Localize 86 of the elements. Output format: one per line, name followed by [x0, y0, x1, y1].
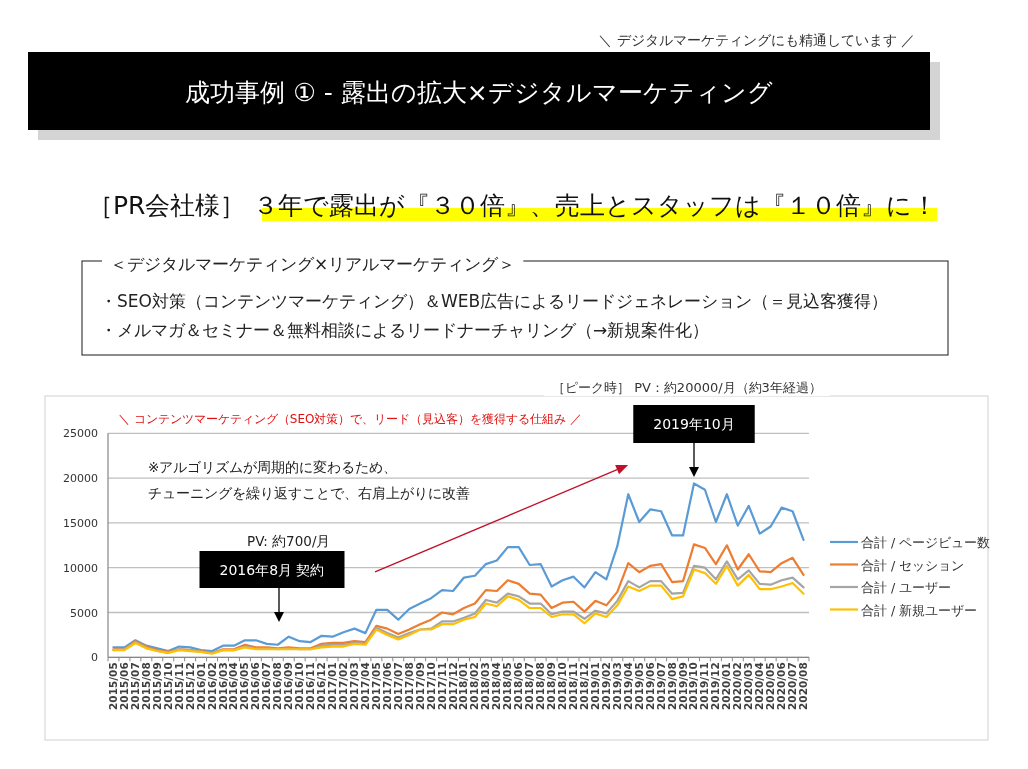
x-tick-label: 2019/02 — [599, 662, 612, 710]
x-tick-label: 2016/07 — [260, 662, 273, 710]
x-tick-label: 2018/02 — [468, 662, 481, 710]
annotation: ＼ デジタルマーケティングにも精通しています ／ — [598, 32, 915, 48]
legend-label: 合計 / ページビュー数 — [861, 535, 991, 550]
x-tick-label: 2020/05 — [764, 662, 777, 710]
x-tick-label: 2015/12 — [183, 662, 196, 710]
annotation: ・メルマガ＆セミナー＆無料相談によるリードナーチャリング（→新規案件化） — [100, 320, 710, 340]
x-tick-label: 2016/12 — [315, 662, 328, 710]
x-tick-label: 2015/09 — [150, 662, 163, 710]
y-tick-label: 5000 — [70, 606, 98, 620]
annotation: ＼ コンテンツマーケティング（SEO対策）で、リード（見込客）を獲得する仕組み ／ — [118, 412, 583, 426]
x-tick-label: 2020/06 — [775, 662, 788, 710]
x-tick-label: 2020/02 — [731, 662, 744, 710]
x-tick-label: 2020/07 — [786, 662, 799, 710]
x-tick-label: 2015/07 — [128, 662, 141, 710]
x-tick-label: 2015/05 — [106, 662, 119, 710]
x-tick-label: 2017/12 — [446, 662, 459, 710]
x-tick-label: 2019/04 — [621, 662, 634, 710]
x-tick-label: 2020/03 — [742, 662, 755, 710]
x-tick-label: 2018/05 — [501, 662, 514, 710]
legend-label: 合計 / セッション — [861, 557, 965, 573]
x-tick-label: 2018/08 — [534, 662, 547, 710]
x-tick-label: 2015/06 — [117, 662, 130, 710]
x-tick-label: 2017/05 — [369, 662, 382, 710]
annotation: 2016年8月 契約 — [219, 561, 325, 578]
x-tick-label: 2019/08 — [665, 662, 678, 710]
legend-label: 合計 / ユーザー — [861, 580, 952, 595]
x-tick-label: 2019/06 — [643, 662, 656, 710]
annotation: ［ピーク時］ PV：約20000/月（約3年経過） — [552, 380, 822, 395]
annotation: チューニングを繰り返すことで、右肩上がりに改善 — [148, 485, 470, 501]
x-tick-label: 2016/09 — [282, 662, 295, 710]
x-tick-label: 2016/10 — [293, 662, 306, 710]
x-tick-label: 2020/04 — [753, 662, 766, 710]
x-tick-label: 2019/10 — [687, 662, 700, 710]
x-tick-label: 2015/10 — [161, 662, 174, 710]
x-tick-label: 2016/01 — [194, 662, 207, 710]
x-tick-label: 2015/11 — [172, 662, 185, 710]
x-tick-label: 2016/05 — [238, 662, 251, 710]
x-tick-label: 2017/09 — [413, 662, 426, 710]
x-tick-label: 2018/06 — [512, 662, 525, 710]
annotation: PV: 約700/月 — [247, 533, 331, 549]
x-tick-label: 2019/01 — [588, 662, 601, 710]
y-tick-label: 15000 — [63, 516, 98, 530]
x-tick-label: 2016/06 — [249, 662, 262, 710]
x-tick-label: 2017/08 — [402, 662, 415, 710]
x-tick-label: 2019/03 — [610, 662, 623, 710]
annotation: ＜デジタルマーケティング×リアルマーケティング＞ — [110, 254, 516, 274]
x-tick-label: 2018/01 — [457, 662, 470, 710]
x-tick-label: 2016/03 — [216, 662, 229, 710]
x-tick-label: 2016/08 — [271, 662, 284, 710]
x-tick-label: 2019/11 — [698, 662, 711, 710]
x-tick-label: 2017/01 — [326, 662, 339, 710]
x-tick-label: 2018/11 — [567, 662, 580, 710]
x-tick-label: 2019/05 — [632, 662, 645, 710]
x-tick-label: 2020/08 — [797, 662, 810, 710]
x-tick-label: 2019/07 — [654, 662, 667, 710]
x-tick-label: 2018/10 — [556, 662, 569, 710]
x-tick-label: 2018/04 — [490, 662, 503, 710]
x-tick-label: 2016/02 — [205, 662, 218, 710]
x-tick-label: 2018/09 — [545, 662, 558, 710]
x-tick-label: 2018/12 — [577, 662, 590, 710]
y-tick-label: 25000 — [63, 427, 98, 441]
x-tick-label: 2017/11 — [435, 662, 448, 710]
x-tick-label: 2019/09 — [676, 662, 689, 710]
title: 成功事例 ① - 露出の拡大×デジタルマーケティング — [185, 78, 773, 107]
annotation: ・SEO対策（コンテンツマーケティング）＆WEB広告によるリードジェネレーション（＝見込客獲得） — [100, 291, 889, 311]
x-tick-label: 2020/01 — [720, 662, 733, 710]
x-tick-label: 2015/08 — [139, 662, 152, 710]
y-tick-label: 20000 — [63, 472, 98, 486]
annotation: ※アルゴリズムが周期的に変わるため、 — [148, 459, 398, 475]
legend-label: 合計 / 新規ユーザー — [861, 602, 978, 618]
y-tick-label: 0 — [91, 651, 98, 665]
x-tick-label: 2017/07 — [391, 662, 404, 710]
x-tick-label: 2018/03 — [479, 662, 492, 710]
x-tick-label: 2019/12 — [709, 662, 722, 710]
x-tick-label: 2016/11 — [304, 662, 317, 710]
x-tick-label: 2017/04 — [358, 662, 371, 710]
x-tick-label: 2017/06 — [380, 662, 393, 710]
x-tick-label: 2017/02 — [336, 662, 349, 710]
x-tick-label: 2016/04 — [227, 662, 240, 710]
y-tick-label: 10000 — [63, 561, 98, 575]
x-tick-label: 2018/07 — [523, 662, 536, 710]
annotation: 2019年10月 — [653, 416, 735, 432]
x-tick-label: 2017/03 — [347, 662, 360, 710]
x-tick-label: 2017/10 — [424, 662, 437, 710]
